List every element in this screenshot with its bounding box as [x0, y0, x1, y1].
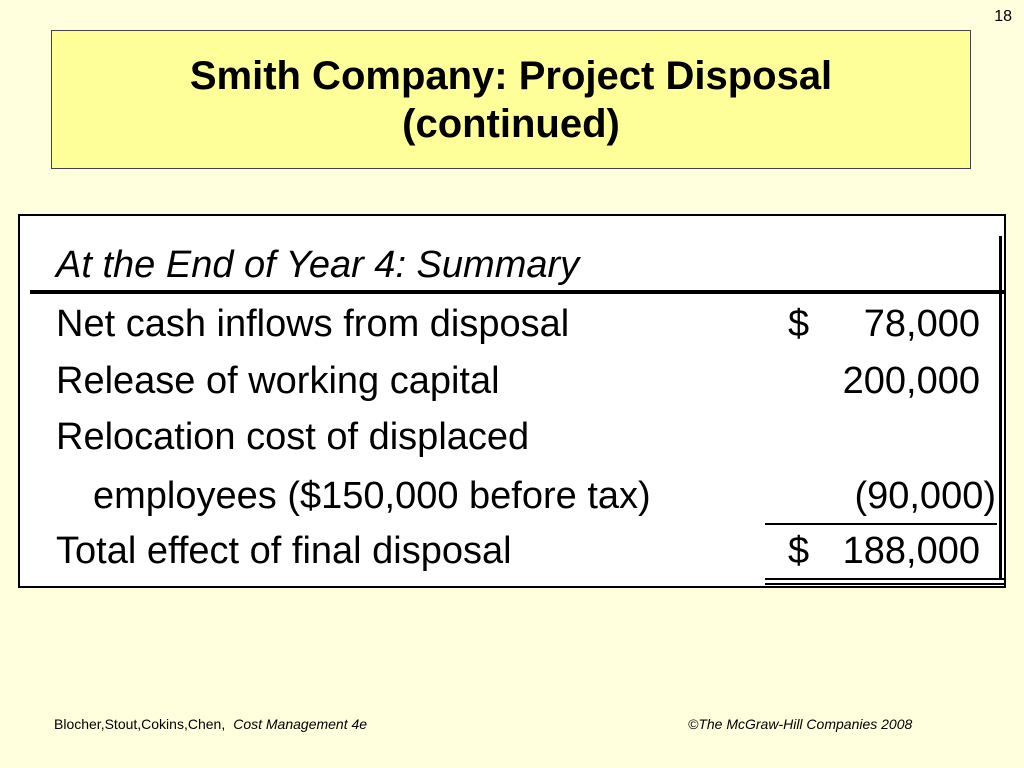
footer-copyright: ©The McGraw-Hill Companies 2008 [688, 716, 913, 732]
footer-citation: Blocher,Stout,Cokins,Chen, Cost Managemen… [54, 716, 367, 732]
row-amount: 188,000 [842, 530, 980, 572]
row-label: Net cash inflows from disposal [56, 303, 570, 345]
slide-title: Smith Company: Project Disposal [189, 53, 833, 98]
footer-book-title: Cost Management 4e [233, 716, 368, 732]
row-amount: 200,000 [842, 360, 980, 402]
row-label: Total effect of final disposal [56, 530, 512, 572]
total-double-underline [765, 583, 1005, 585]
row-amount: 78,000 [863, 303, 980, 345]
footer-authors: Blocher,Stout,Cokins,Chen, [54, 716, 226, 732]
subtotal-underline [765, 523, 997, 525]
row-amount: (90,000) [854, 475, 996, 517]
summary-table: At the End of Year 4: Summary Net cash i… [18, 214, 1006, 588]
title-box: Smith Company: Project Disposal (continu… [51, 30, 971, 169]
row-label: Release of working capital [56, 360, 500, 402]
row-currency: $ [788, 530, 810, 572]
header-divider [30, 290, 1004, 294]
total-double-underline [765, 578, 1005, 580]
table-right-rule [999, 236, 1002, 578]
slide-subtitle: (continued) [402, 101, 620, 146]
slide-number: 18 [994, 8, 1012, 25]
row-label: employees ($150,000 before tax) [93, 475, 651, 517]
row-currency: $ [788, 303, 810, 345]
row-label: Relocation cost of displaced [56, 416, 530, 458]
table-header: At the End of Year 4: Summary [56, 244, 580, 286]
